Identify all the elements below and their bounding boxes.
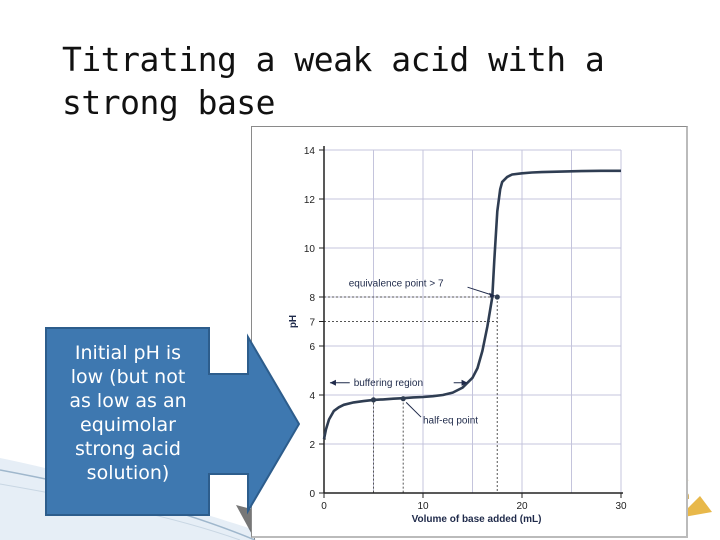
- data-point: [370, 397, 377, 403]
- y-axis-label: pH: [288, 315, 299, 328]
- callout-arrow-box: Initial pH is low (but not as low as an …: [45, 327, 300, 517]
- titration-chart: 0 2 4 6 7 8 10 12 14 0 10 20 30 Volume of base added …: [251, 126, 688, 538]
- annotation-buffering-region: buffering region: [354, 378, 423, 389]
- titration-curve: [322, 169, 621, 440]
- y-tick-label: 4: [309, 391, 315, 402]
- y-tick-label: 0: [309, 489, 315, 500]
- data-point: [494, 294, 500, 300]
- slide-title: Titrating a weak acid with a strong base: [62, 40, 605, 122]
- x-tick-label: 10: [417, 501, 429, 512]
- annotation-arrow-half-eq: [405, 401, 422, 418]
- buffering-arrowhead-left: [329, 379, 336, 386]
- data-point: [400, 396, 406, 402]
- y-tick-label: 14: [304, 146, 316, 157]
- annotation-equivalence-point: equivalence point > 7: [349, 279, 444, 290]
- callout-arrow-shape: [45, 327, 300, 516]
- x-tick-label: 0: [321, 501, 327, 512]
- buffering-arrowhead-right: [461, 379, 468, 386]
- y-tick-label: 6: [309, 342, 315, 353]
- y-tick-label: 7: [309, 318, 315, 329]
- x-tick-label: 30: [615, 501, 627, 512]
- x-axis-label: Volume of base added (mL): [412, 514, 542, 525]
- chart-svg: 0 2 4 6 7 8 10 12 14 0 10 20 30 Volume of base added …: [288, 146, 627, 525]
- y-tick-label: 2: [309, 440, 315, 451]
- annotation-arrowhead-equivalence: [489, 292, 496, 298]
- y-tick-label: 8: [309, 293, 315, 304]
- y-tick-label: 12: [304, 195, 316, 206]
- annotation-half-eq-point: half-eq point: [423, 416, 478, 427]
- x-tick-label: 20: [516, 501, 528, 512]
- callout-text: Initial pH is low (but not as low as an …: [69, 342, 187, 484]
- y-tick-label: 10: [304, 244, 316, 255]
